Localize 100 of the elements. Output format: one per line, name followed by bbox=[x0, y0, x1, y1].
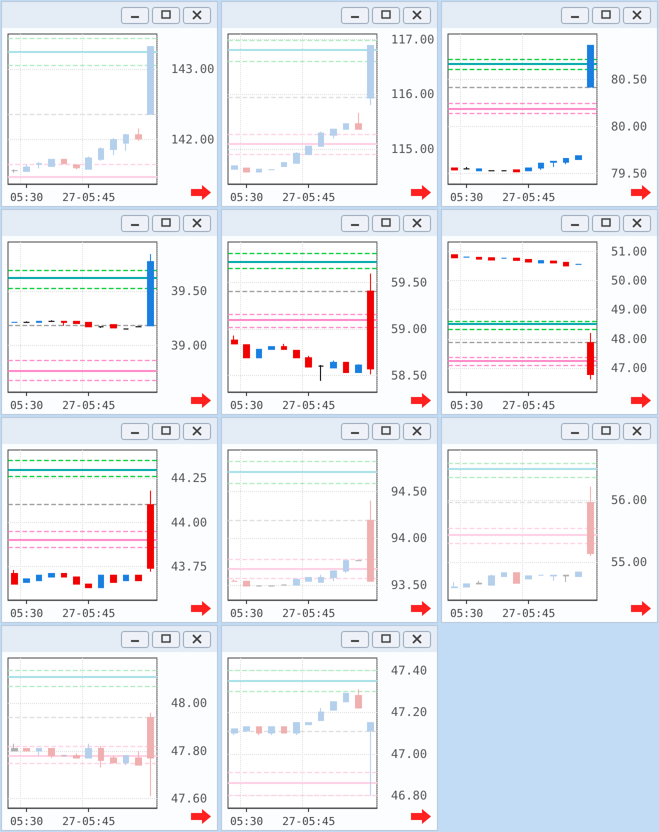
x-tick-label: 27-05:45 bbox=[62, 191, 116, 204]
candlestick bbox=[476, 168, 482, 172]
y-tick-label: 116.00 bbox=[391, 87, 434, 102]
y-tick-label: 117.00 bbox=[391, 32, 434, 46]
candlestick bbox=[85, 156, 92, 170]
candlestick bbox=[110, 755, 117, 764]
candlestick bbox=[243, 168, 250, 172]
candlestick bbox=[147, 45, 154, 115]
x-tick-label: 27-05:45 bbox=[282, 191, 336, 204]
candlestick bbox=[343, 123, 349, 130]
y-tick-label: 47.40 bbox=[391, 664, 428, 678]
candlestick bbox=[73, 320, 80, 324]
candlestick bbox=[355, 112, 362, 130]
candlestick bbox=[110, 574, 117, 583]
candlestick bbox=[501, 572, 507, 577]
candlestick bbox=[563, 262, 569, 266]
x-tick-label: 27-05:45 bbox=[62, 607, 116, 620]
x-tick-label: 27-05:45 bbox=[502, 191, 556, 204]
candlestick bbox=[451, 167, 458, 170]
candlestick bbox=[98, 574, 104, 588]
candlestick bbox=[123, 134, 129, 152]
candlestick bbox=[538, 162, 544, 170]
candlestick bbox=[48, 573, 55, 578]
candlestick bbox=[110, 324, 117, 328]
x-tick-label: 27-05:45 bbox=[282, 815, 336, 828]
candlestick bbox=[355, 364, 362, 374]
candlestick bbox=[61, 158, 67, 164]
y-tick-label: 48.00 bbox=[611, 332, 648, 346]
candlestick bbox=[343, 362, 349, 374]
candlestick bbox=[268, 726, 275, 736]
candlestick bbox=[513, 169, 520, 172]
candlestick bbox=[330, 128, 337, 140]
candlestick bbox=[343, 692, 349, 702]
x-tick-label: 05:30 bbox=[450, 191, 484, 204]
y-tick-label: 50.00 bbox=[611, 274, 648, 288]
x-tick-label: 27-05:45 bbox=[502, 607, 556, 620]
candlestick bbox=[525, 575, 532, 580]
candlestick bbox=[231, 335, 238, 344]
y-tick-label: 49.00 bbox=[611, 302, 648, 317]
x-tick-label: 27-05:45 bbox=[62, 815, 116, 828]
candlestick bbox=[281, 343, 287, 350]
candlestick bbox=[147, 712, 154, 797]
x-tick-label: 05:30 bbox=[450, 399, 484, 412]
y-tick-label: 94.50 bbox=[391, 484, 428, 498]
candlestick bbox=[85, 584, 92, 588]
candlestick bbox=[355, 688, 362, 708]
y-tick-label: 51.00 bbox=[611, 244, 648, 259]
candlestick bbox=[73, 752, 80, 758]
x-tick-label: 05:30 bbox=[230, 399, 264, 412]
candlestick bbox=[463, 583, 470, 588]
candlestick bbox=[135, 750, 142, 766]
x-tick-label: 27-05:45 bbox=[62, 399, 116, 412]
candlestick bbox=[563, 158, 569, 165]
candlestick bbox=[110, 138, 117, 156]
candlestick bbox=[538, 260, 544, 264]
candlestick bbox=[525, 167, 532, 172]
y-tick-label: 58.50 bbox=[391, 368, 428, 382]
x-tick-label: 05:30 bbox=[230, 815, 264, 828]
y-tick-label: 47.00 bbox=[391, 746, 428, 761]
candlestick bbox=[293, 152, 300, 164]
candlestick bbox=[318, 364, 324, 382]
candlestick bbox=[293, 578, 300, 586]
candlestick bbox=[231, 728, 238, 736]
y-tick-label: 47.00 bbox=[611, 360, 648, 375]
candlestick bbox=[525, 258, 532, 263]
candlestick bbox=[281, 726, 287, 734]
candlestick bbox=[451, 582, 458, 588]
candlestick bbox=[550, 260, 557, 264]
candlestick bbox=[550, 160, 557, 168]
x-tick-label: 05:30 bbox=[10, 607, 44, 620]
candlestick bbox=[463, 166, 470, 170]
candlestick bbox=[367, 500, 374, 582]
candlestick bbox=[98, 146, 104, 162]
candlestick bbox=[23, 748, 30, 752]
candlestick bbox=[147, 253, 154, 326]
candlestick bbox=[243, 344, 250, 358]
candlestick bbox=[293, 722, 300, 736]
candlestick bbox=[256, 726, 262, 736]
candlestick bbox=[330, 701, 337, 711]
candlestick bbox=[36, 162, 42, 170]
candlestick bbox=[11, 168, 18, 174]
candlestick bbox=[61, 573, 67, 578]
candlestick bbox=[476, 256, 482, 260]
candlestick bbox=[330, 360, 337, 368]
candlestick bbox=[488, 574, 495, 586]
candlestick bbox=[513, 572, 520, 584]
candlestick bbox=[61, 320, 67, 326]
candlestick bbox=[281, 162, 287, 167]
candlestick bbox=[135, 574, 142, 582]
candlestick bbox=[147, 490, 154, 572]
y-tick-label: 47.20 bbox=[391, 705, 428, 720]
candlestick bbox=[48, 748, 55, 758]
candlestick bbox=[48, 158, 55, 167]
y-tick-label: 94.00 bbox=[391, 531, 428, 546]
candlestick bbox=[587, 332, 594, 380]
candlestick bbox=[367, 44, 374, 106]
candlestick bbox=[343, 560, 349, 574]
y-tick-label: 39.50 bbox=[171, 284, 208, 298]
candlestick bbox=[268, 346, 275, 350]
candlestick bbox=[73, 576, 80, 585]
